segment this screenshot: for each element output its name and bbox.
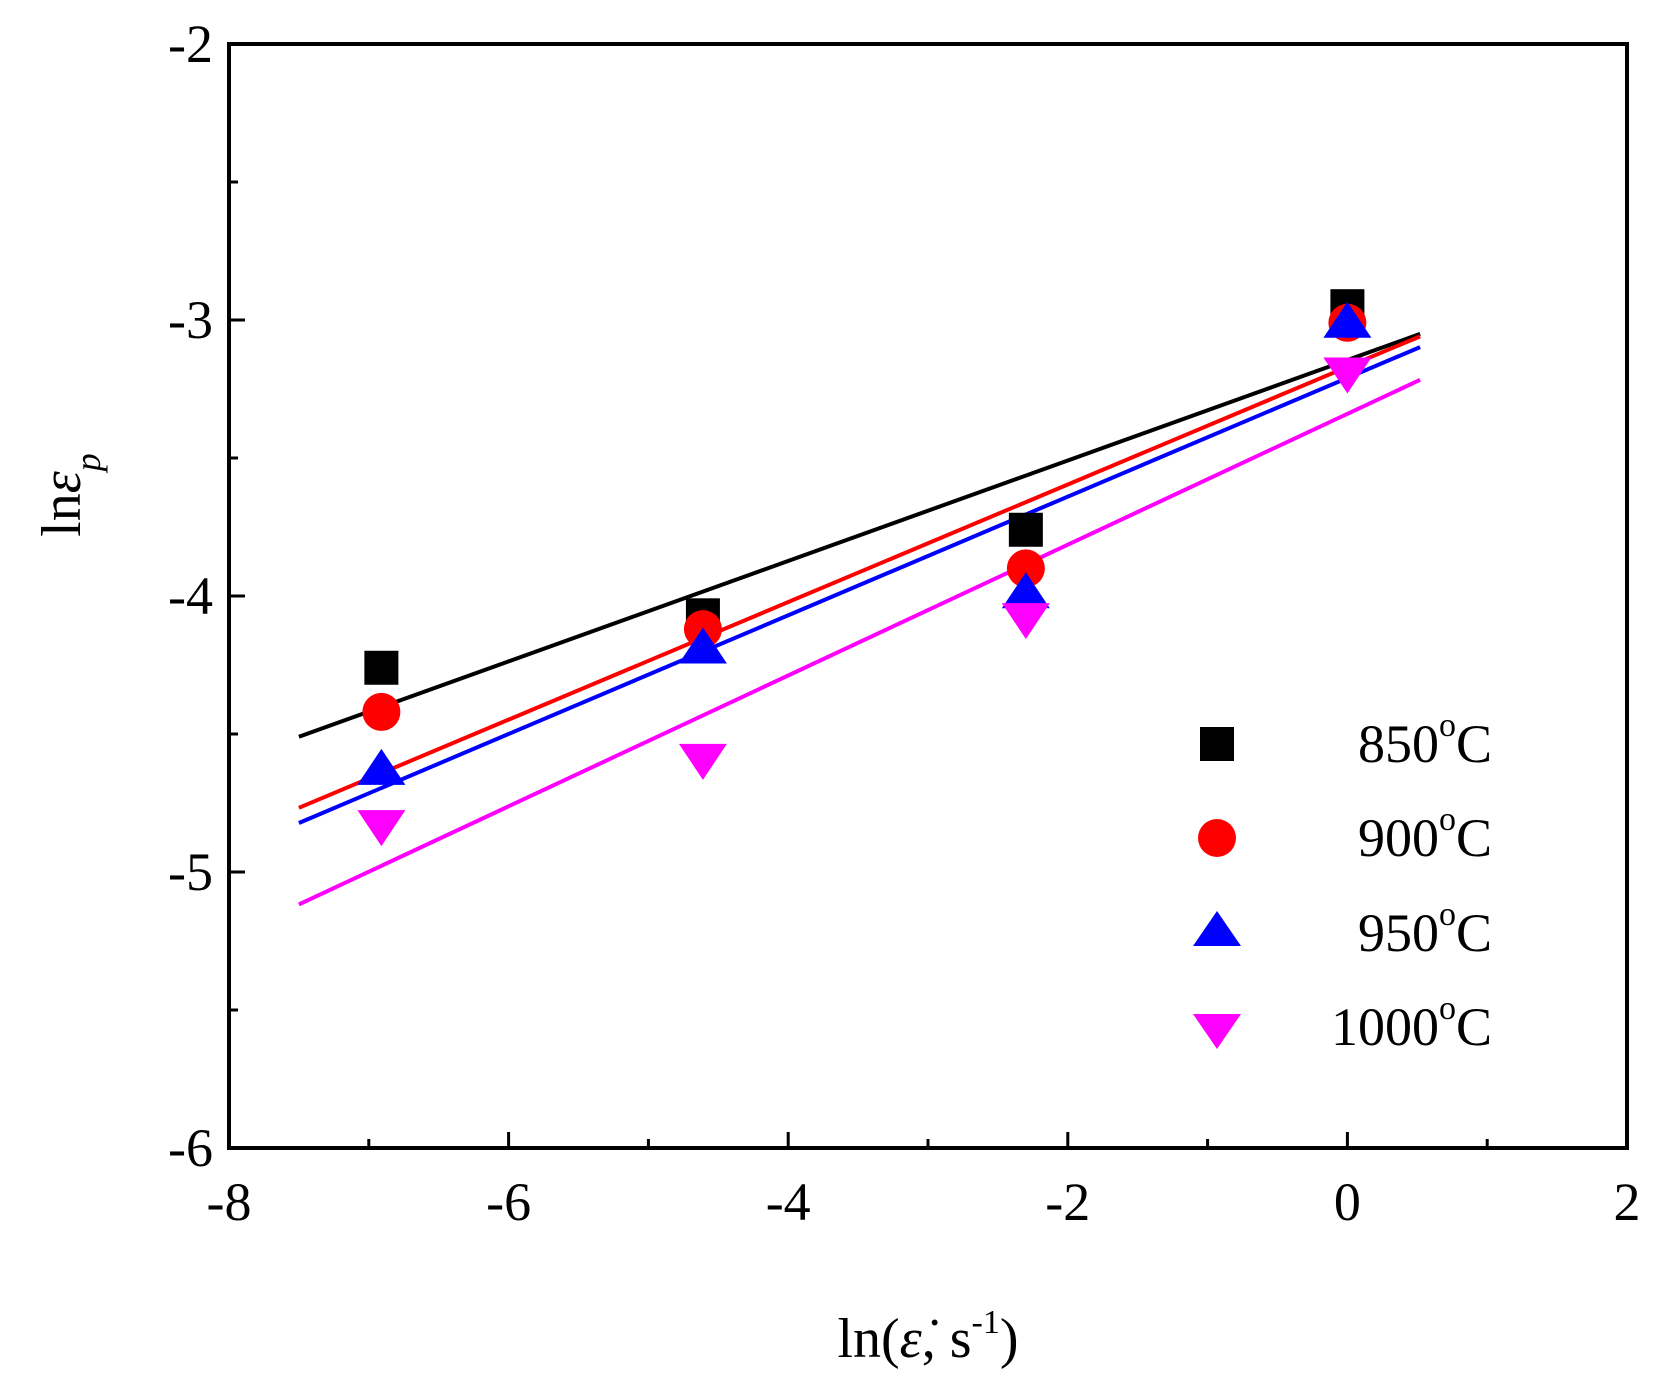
axis-ticks: -8 -6 -4 -2 0 2-6-5-4-3-2 bbox=[168, 14, 1640, 1232]
data-point-950 bbox=[678, 627, 727, 664]
legend-entry-900: 900oC bbox=[1198, 801, 1492, 868]
fit-line-1000 bbox=[298, 378, 1421, 907]
x-tick-label: 0 bbox=[1334, 1172, 1361, 1232]
fit-lines bbox=[298, 332, 1421, 907]
x-tick-label: -8 bbox=[207, 1172, 252, 1232]
y-tick-label: -5 bbox=[168, 842, 213, 902]
y-axis-title: lnεp bbox=[31, 453, 108, 537]
legend-label-950: 950oC bbox=[1358, 896, 1492, 963]
data-point-1000 bbox=[678, 743, 727, 780]
legend-entry-950: 950oC bbox=[1193, 896, 1492, 963]
x-tick-label: -2 bbox=[1045, 1172, 1090, 1232]
fit-line-950 bbox=[298, 345, 1421, 825]
legend-triangle-up-marker bbox=[1193, 911, 1241, 946]
legend-label-850: 850oC bbox=[1358, 707, 1492, 774]
x-tick-label: 2 bbox=[1614, 1172, 1641, 1232]
data-point-850 bbox=[1008, 512, 1043, 547]
y-tick-label: -2 bbox=[168, 14, 213, 74]
legend-entry-850: 850oC bbox=[1200, 707, 1492, 774]
data-point-950 bbox=[1001, 572, 1050, 609]
legend-circle-marker bbox=[1198, 819, 1236, 857]
legend-triangle-down-marker bbox=[1193, 1014, 1241, 1049]
x-axis-title: ln(ε̇, s-1) bbox=[837, 1304, 1018, 1370]
data-point-900 bbox=[362, 692, 401, 731]
fit-line-900 bbox=[298, 334, 1421, 810]
y-tick-label: -6 bbox=[168, 1118, 213, 1178]
legend-label-900: 900oC bbox=[1358, 801, 1492, 868]
data-point-900 bbox=[1006, 549, 1045, 588]
data-point-1000 bbox=[1323, 357, 1372, 394]
legend-square-marker bbox=[1200, 727, 1234, 761]
data-point-1000 bbox=[357, 810, 406, 847]
data-point-1000 bbox=[1001, 603, 1050, 640]
data-markers bbox=[357, 289, 1372, 847]
y-tick-label: -4 bbox=[168, 566, 213, 626]
legend: 850oC 900oC 950oC 1000oC bbox=[1193, 707, 1492, 1057]
fit-line-850 bbox=[298, 332, 1421, 739]
y-tick-label: -3 bbox=[168, 290, 213, 350]
plot-frame bbox=[227, 42, 1629, 1150]
data-point-950 bbox=[1323, 301, 1372, 338]
legend-label-1000: 1000oC bbox=[1331, 990, 1492, 1057]
data-point-950 bbox=[357, 748, 406, 785]
x-tick-label: -4 bbox=[766, 1172, 811, 1232]
x-tick-label: -6 bbox=[486, 1172, 531, 1232]
legend-entry-1000: 1000oC bbox=[1193, 990, 1492, 1057]
data-point-850 bbox=[364, 650, 399, 685]
